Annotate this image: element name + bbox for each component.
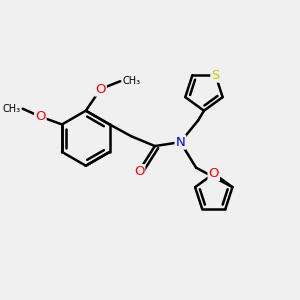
Text: O: O — [134, 165, 144, 178]
Text: N: N — [176, 136, 185, 148]
Text: O: O — [95, 82, 106, 96]
Text: O: O — [208, 167, 219, 180]
Text: CH₃: CH₃ — [122, 76, 140, 86]
Text: CH₃: CH₃ — [3, 104, 21, 114]
Text: S: S — [211, 69, 220, 82]
Text: O: O — [35, 110, 46, 123]
